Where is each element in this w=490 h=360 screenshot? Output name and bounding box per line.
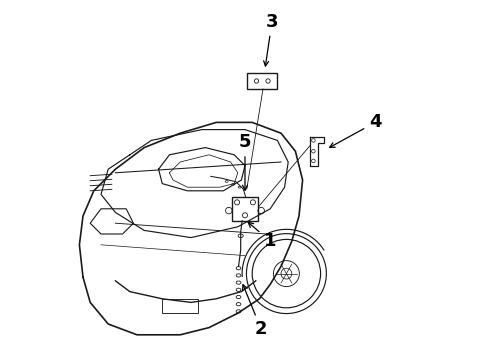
Bar: [232, 197, 258, 221]
Bar: [162, 299, 198, 313]
Bar: [247, 73, 277, 89]
Text: 3: 3: [264, 13, 278, 66]
Text: 5: 5: [239, 133, 251, 190]
Text: 4: 4: [330, 113, 382, 147]
Text: 2: 2: [243, 285, 268, 338]
Text: 1: 1: [248, 222, 276, 250]
